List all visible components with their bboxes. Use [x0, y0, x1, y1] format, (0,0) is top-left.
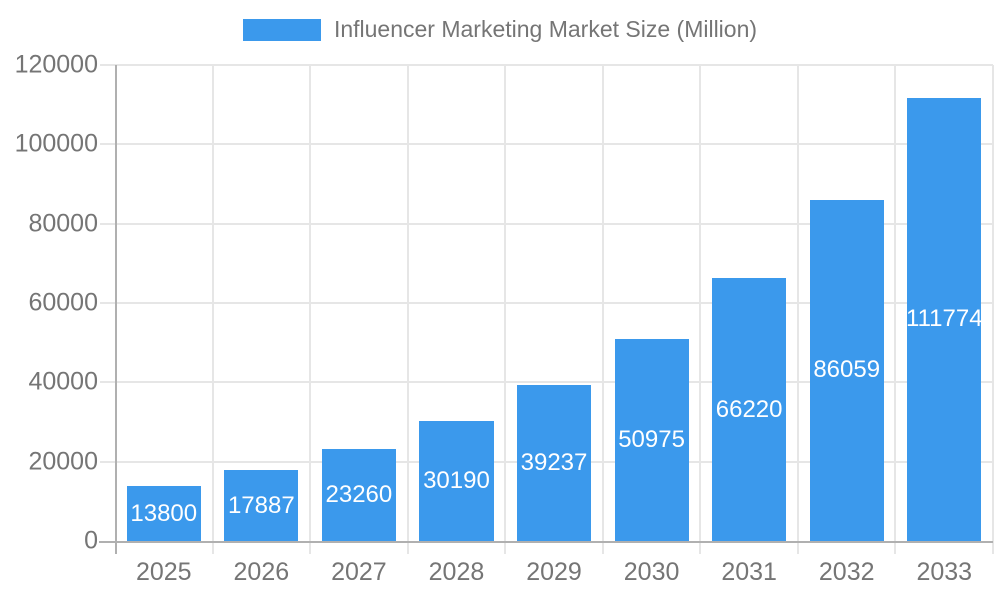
x-axis-line [99, 541, 993, 543]
y-axis-label: 40000 [28, 367, 98, 396]
bar-2026[interactable]: 17887 [224, 470, 299, 541]
x-axis-label-2031: 2031 [721, 558, 777, 586]
x-axis-label-2030: 2030 [623, 558, 680, 586]
bar-2030[interactable]: 50975 [614, 338, 689, 541]
bar-value-label: 111774 [906, 305, 983, 333]
x-axis-labels: 2025 2026 2027 2028 2029 2030 2031 2032 2033 [115, 560, 993, 585]
bar-value-label: 17887 [227, 491, 295, 519]
gridline-horizontal [115, 302, 993, 304]
bar-value-label: 86059 [813, 356, 881, 384]
bar-2033[interactable]: 111774 [906, 97, 983, 541]
x-axis-label-2032: 2032 [818, 558, 875, 586]
y-axis-tick [100, 381, 115, 384]
gridline-vertical [309, 65, 312, 554]
bar-value-label: 50975 [618, 425, 685, 453]
legend-item[interactable]: Influencer Marketing Market Size (Millio… [242, 16, 758, 42]
y-axis-labels: 0 20000 40000 60000 80000 100000 120000 [0, 52, 98, 553]
category-cell: 39237 [505, 65, 603, 541]
legend-swatch [242, 18, 321, 41]
category-cell: 23260 [310, 65, 408, 541]
y-axis-label: 120000 [14, 50, 98, 79]
gridline-horizontal [115, 64, 993, 66]
y-axis-label: 80000 [28, 209, 98, 238]
y-axis-label: 60000 [28, 288, 98, 317]
bar-2025[interactable]: 13800 [126, 486, 201, 541]
bar-value-label: 23260 [325, 480, 393, 508]
y-axis-tick [100, 302, 115, 304]
bar-2028[interactable]: 30190 [419, 421, 494, 541]
category-cell: 13800 [115, 65, 213, 541]
bar-2031[interactable]: 66220 [712, 278, 787, 541]
x-axis-label-2029: 2029 [526, 558, 582, 586]
legend-label: Influencer Marketing Market Size (Millio… [333, 16, 758, 42]
category-cell: 17887 [213, 65, 311, 541]
category-cell: 30190 [408, 65, 506, 541]
gridline-horizontal [115, 222, 993, 225]
x-axis-label-2033: 2033 [916, 558, 973, 586]
gridline-vertical [992, 65, 994, 554]
plot-area: 13800 17887 23260 30190 39237 50975 66220 86059… [99, 64, 994, 554]
gridline-vertical [601, 65, 604, 554]
gridline-vertical [894, 65, 897, 554]
y-axis-tick [100, 222, 115, 225]
category-cell: 50975 [603, 65, 701, 541]
category-cell: 86059 [798, 65, 896, 541]
y-axis-tick [100, 64, 115, 66]
y-axis-label: 100000 [14, 129, 98, 158]
bar-2027[interactable]: 23260 [321, 448, 396, 541]
gridline-vertical [504, 65, 507, 554]
y-axis-tick [100, 460, 115, 463]
gridline-vertical [211, 65, 214, 554]
bar-value-label: 39237 [520, 449, 588, 477]
y-axis-line [115, 65, 117, 554]
legend: Influencer Marketing Market Size (Millio… [0, 18, 1000, 41]
gridline-vertical [796, 65, 799, 554]
category-cell: 66220 [700, 65, 798, 541]
y-axis-label: 20000 [28, 447, 98, 476]
gridline-vertical [699, 65, 702, 554]
x-axis-label-2027: 2027 [331, 558, 387, 586]
bars-row: 13800 17887 23260 30190 39237 50975 66220 86059… [115, 65, 993, 541]
x-axis-label-2028: 2028 [428, 558, 485, 586]
y-axis-tick [100, 143, 115, 146]
gridline-horizontal [115, 381, 993, 384]
bar-2029[interactable]: 39237 [516, 385, 592, 541]
category-cell: 111774 [896, 65, 994, 541]
x-axis-label-2025: 2025 [135, 558, 192, 586]
gridline-vertical [406, 65, 409, 554]
y-axis-label: 0 [84, 526, 98, 555]
bar-value-label: 30190 [423, 467, 490, 495]
gridline-horizontal [115, 143, 993, 146]
bar-value-label: 13800 [130, 499, 198, 527]
bar-value-label: 66220 [715, 395, 783, 423]
bar-2032[interactable]: 86059 [809, 199, 884, 541]
x-axis-label-2026: 2026 [233, 558, 290, 586]
